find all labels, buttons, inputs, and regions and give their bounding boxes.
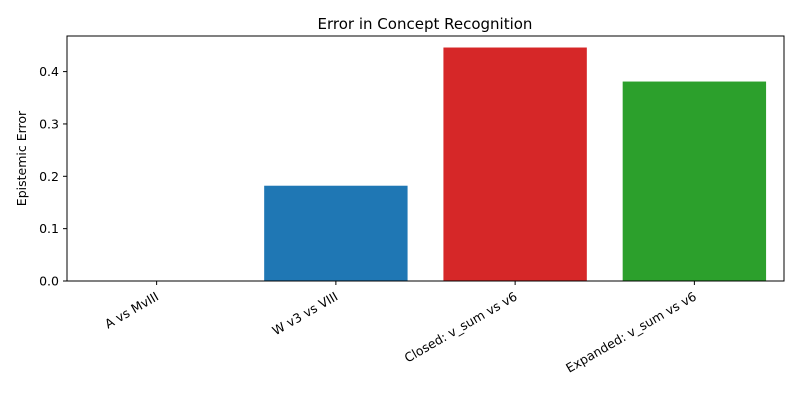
y-tick-label: 0.0 bbox=[39, 274, 59, 289]
x-tick-label: W v3 vs VIII bbox=[270, 289, 341, 339]
chart-title: Error in Concept Recognition bbox=[318, 15, 533, 33]
y-axis-label: Epistemic Error bbox=[14, 110, 29, 206]
x-axis: A vs MvIII W v3 vs VIII Closed: v_sum vs v… bbox=[102, 281, 699, 376]
x-tick-label: Closed: v_sum vs v6 bbox=[402, 289, 520, 366]
bar-2 bbox=[264, 185, 408, 281]
bars-group bbox=[264, 47, 767, 282]
x-tick-label: A vs MvIII bbox=[102, 289, 161, 332]
y-axis: 0.0 0.1 0.2 0.3 0.4 bbox=[39, 64, 67, 289]
x-tick-label: Expanded: v_sum vs v6 bbox=[563, 289, 699, 376]
y-tick-label: 0.3 bbox=[39, 116, 59, 131]
bar-3 bbox=[443, 47, 587, 282]
y-tick-label: 0.2 bbox=[39, 169, 59, 184]
y-tick-label: 0.1 bbox=[39, 221, 59, 236]
y-tick-label: 0.4 bbox=[39, 64, 59, 79]
plot-frame bbox=[66, 35, 785, 282]
bar-4 bbox=[622, 81, 767, 282]
